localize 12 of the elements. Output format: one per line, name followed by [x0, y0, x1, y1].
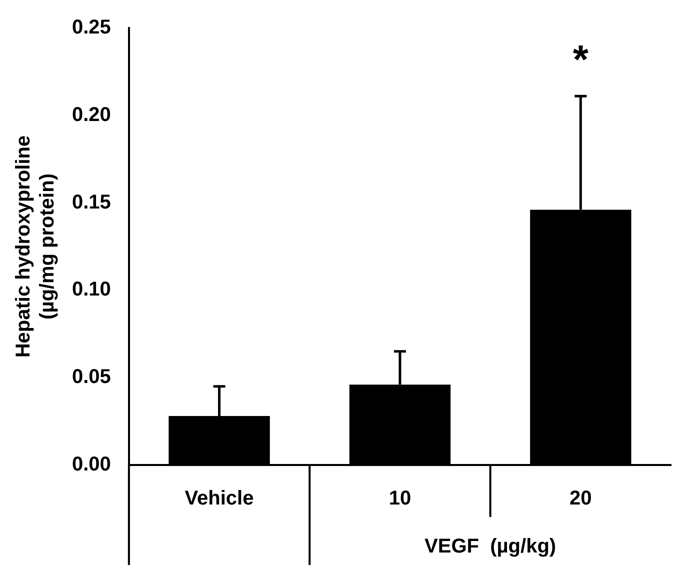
- y-tick-label: 0.00: [72, 454, 111, 476]
- x-tick-label: 10: [388, 488, 412, 510]
- y-tick-label: 0.05: [72, 366, 111, 388]
- y-tick-label: 0.15: [72, 191, 111, 214]
- y-axis-title: Hepatic hydroxyproline (µg/mg protein): [12, 135, 59, 358]
- x-axis-title: VEGF (µg/kg): [424, 536, 556, 558]
- x-tick-label: Vehicle: [184, 488, 254, 510]
- y-tick-label: 0.20: [72, 104, 111, 126]
- annotation: *: [572, 38, 589, 82]
- x-tick-label: 20: [570, 488, 592, 510]
- y-tick-label: 0.25: [72, 16, 111, 39]
- y-tick-label: 0.10: [72, 278, 111, 301]
